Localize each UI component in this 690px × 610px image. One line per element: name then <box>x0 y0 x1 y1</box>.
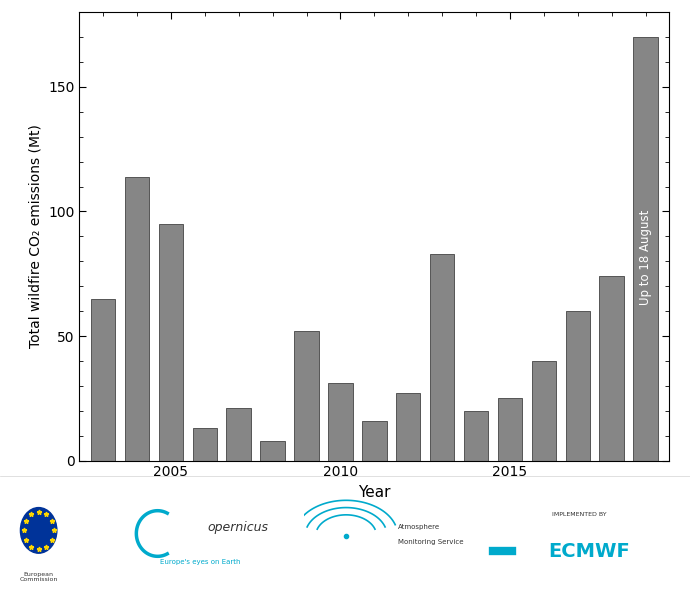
Text: Europe's eyes on Earth: Europe's eyes on Earth <box>160 559 240 564</box>
Bar <box>328 383 353 461</box>
Text: Up to 18 August: Up to 18 August <box>639 210 652 305</box>
Bar <box>125 177 149 461</box>
Bar <box>193 428 217 461</box>
Text: European
Commission: European Commission <box>19 572 58 583</box>
Text: Atmosphere: Atmosphere <box>397 524 440 530</box>
Bar <box>260 440 285 461</box>
Bar <box>226 408 251 461</box>
Bar <box>159 224 183 461</box>
Bar <box>362 421 386 461</box>
Bar <box>566 311 590 461</box>
Bar <box>633 37 658 461</box>
Y-axis label: Total wildfire CO₂ emissions (Mt): Total wildfire CO₂ emissions (Mt) <box>28 124 43 348</box>
Text: opernicus: opernicus <box>208 521 268 534</box>
Circle shape <box>21 508 57 553</box>
Bar <box>600 276 624 461</box>
Bar <box>396 393 420 461</box>
Bar <box>497 398 522 461</box>
Bar <box>295 331 319 461</box>
Bar <box>430 254 454 461</box>
Circle shape <box>26 514 52 547</box>
X-axis label: Year: Year <box>358 485 391 500</box>
Bar <box>532 361 556 461</box>
Bar <box>464 411 489 461</box>
Bar <box>91 299 115 461</box>
Text: Monitoring Service: Monitoring Service <box>397 539 463 545</box>
Text: ECMWF: ECMWF <box>549 542 630 561</box>
Text: IMPLEMENTED BY: IMPLEMENTED BY <box>552 512 607 517</box>
